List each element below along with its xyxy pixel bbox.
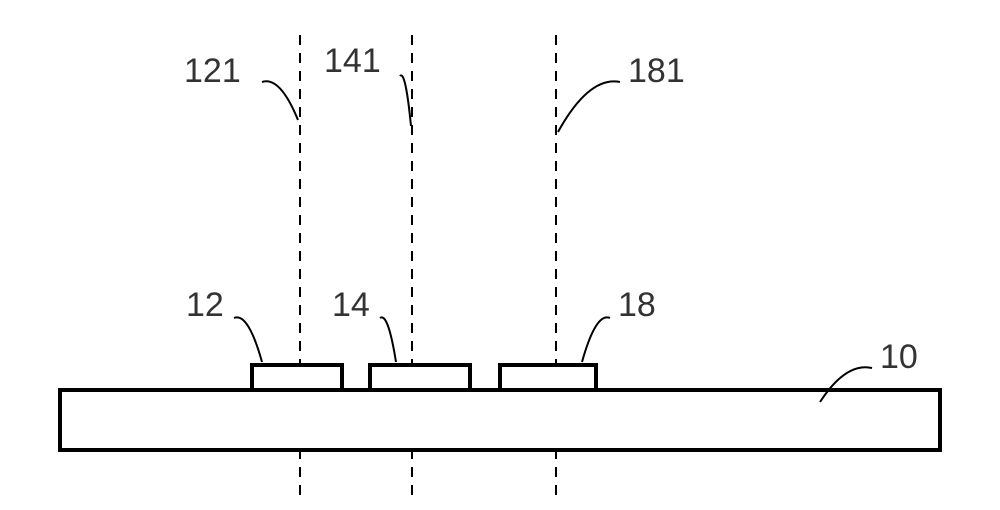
label-121: 121 <box>184 52 241 90</box>
block-12 <box>252 365 342 390</box>
label-141: 141 <box>324 42 381 80</box>
label-14: 14 <box>332 286 370 324</box>
block-18 <box>500 365 596 390</box>
label-10: 10 <box>880 338 918 376</box>
label-12: 12 <box>186 286 224 324</box>
block-14 <box>370 365 470 390</box>
label-18: 18 <box>618 286 656 324</box>
substrate-10 <box>60 390 940 450</box>
label-181: 181 <box>628 52 685 90</box>
